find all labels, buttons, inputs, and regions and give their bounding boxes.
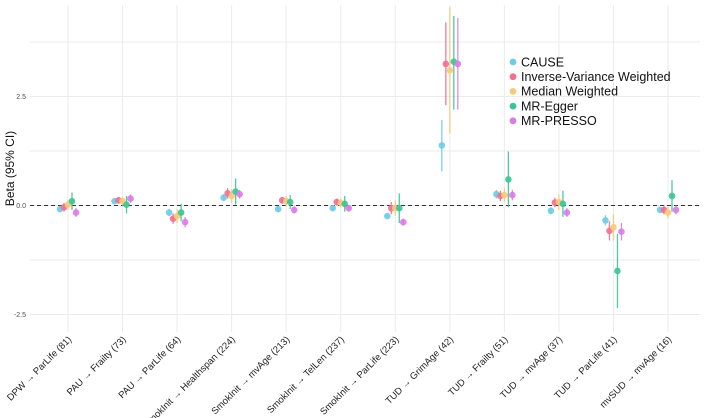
point-estimate xyxy=(68,197,76,205)
legend-swatch xyxy=(509,102,517,110)
series-mr-presso xyxy=(72,18,680,241)
series-cause xyxy=(56,120,664,226)
y-tick-label: -2.5 xyxy=(14,312,26,319)
x-tick-label: DPW → ParLife (81) xyxy=(5,334,74,403)
point-estimate xyxy=(286,198,294,206)
point-estimate xyxy=(123,201,130,208)
legend-entry: MR-Egger xyxy=(521,99,578,113)
point-estimate xyxy=(345,204,353,212)
point-estimate xyxy=(165,209,173,216)
point-estimate xyxy=(72,209,80,216)
point-estimate xyxy=(236,190,243,198)
legend-entry: Median Weighted xyxy=(521,85,618,99)
point-estimate xyxy=(672,206,680,214)
legend-swatch xyxy=(509,117,517,125)
point-estimate xyxy=(177,209,185,216)
point-estimate xyxy=(438,142,446,149)
y-tick-label: 0.0 xyxy=(16,203,26,210)
legend-entry: CAUSE xyxy=(521,55,564,69)
series-mr-egger xyxy=(68,15,676,309)
point-estimate xyxy=(614,267,621,275)
point-estimate xyxy=(399,218,407,226)
series-inverse-variance-weighted xyxy=(60,22,668,241)
point-estimate xyxy=(274,205,282,213)
point-estimate xyxy=(383,212,391,220)
point-estimate xyxy=(181,218,189,226)
grid xyxy=(30,5,700,332)
legend-entry: MR-PRESSO xyxy=(521,114,597,128)
point-estimate xyxy=(509,191,516,199)
point-estimate xyxy=(610,224,617,231)
x-axis-ticks: DPW → ParLife (81)PAU → Frailty (73)PAU … xyxy=(5,334,674,418)
legend-swatch xyxy=(509,58,517,66)
point-estimate xyxy=(329,204,337,212)
point-estimate xyxy=(547,207,555,215)
point-estimate xyxy=(220,194,227,202)
point-estimate xyxy=(668,192,676,200)
y-axis-label: Beta (95% CI) xyxy=(3,131,17,206)
legend-entry: Inverse-Variance Weighted xyxy=(521,70,671,84)
point-estimate xyxy=(395,204,403,212)
point-estimate xyxy=(602,217,609,224)
point-estimate xyxy=(559,200,567,208)
point-estimate xyxy=(442,60,450,68)
point-estimate xyxy=(501,191,508,199)
y-axis-ticks: -2.5 0.0 2.5 xyxy=(14,94,26,319)
point-estimate xyxy=(454,60,462,68)
x-tick-label: TUD → Frailty (51) xyxy=(446,334,510,398)
x-tick-label: PAU → Frailty (73) xyxy=(65,334,129,398)
point-estimate xyxy=(228,192,235,200)
point-estimate xyxy=(446,67,454,74)
point-estimate xyxy=(341,200,349,208)
legend-swatch xyxy=(509,88,517,95)
series-marks xyxy=(56,7,680,309)
point-estimate xyxy=(618,228,625,236)
point-estimate xyxy=(505,176,512,183)
y-tick-label: 2.5 xyxy=(16,94,26,101)
point-estimate xyxy=(290,206,298,214)
point-estimate xyxy=(563,209,571,216)
legend-swatch xyxy=(509,73,517,81)
point-estimate xyxy=(664,209,672,216)
point-estimate xyxy=(127,195,134,202)
